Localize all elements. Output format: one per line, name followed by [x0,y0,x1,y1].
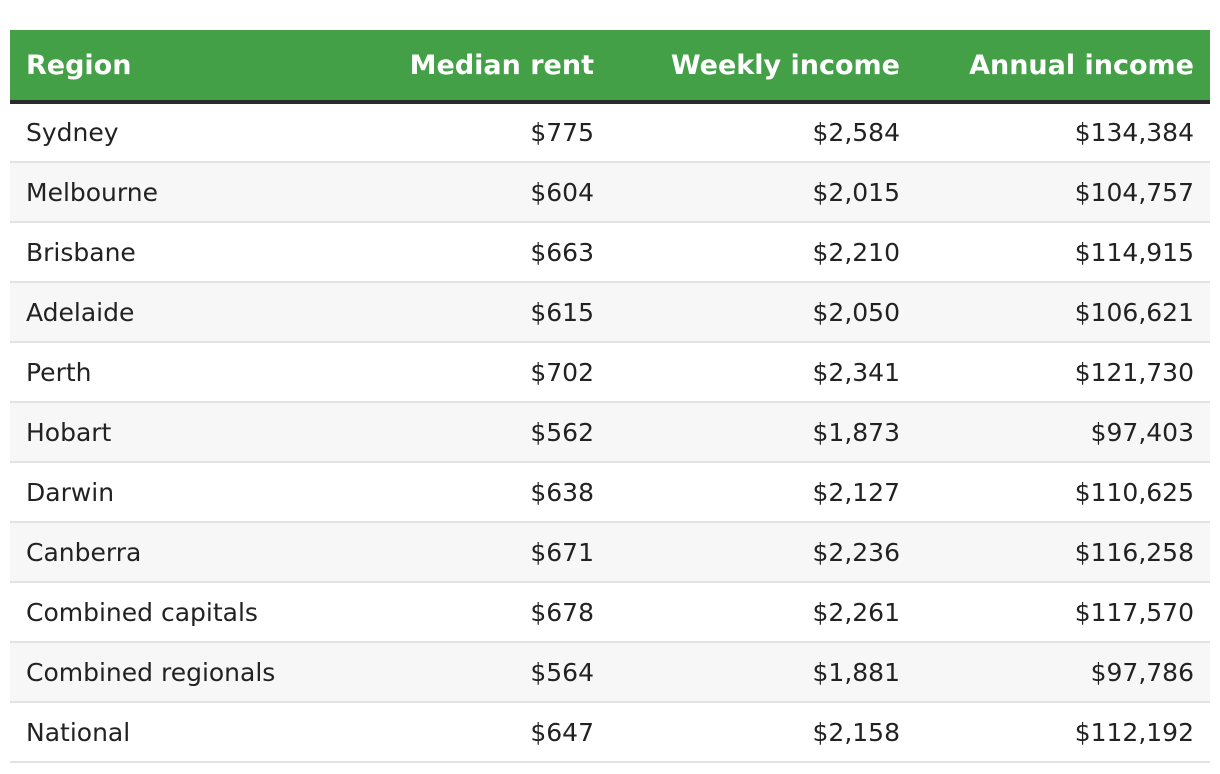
cell-weekly-income: $2,127 [610,462,916,523]
cell-annual-income: $97,786 [916,642,1210,703]
cell-annual-income: $106,621 [916,282,1210,343]
cell-median-rent: $678 [340,582,610,643]
cell-annual-income: $116,258 [916,522,1210,583]
header-annual-income: Annual income [916,30,1210,104]
cell-median-rent: $647 [340,702,610,763]
cell-annual-income: $134,384 [916,102,1210,163]
cell-weekly-income: $2,158 [610,702,916,763]
cell-weekly-income: $2,050 [610,282,916,343]
cell-weekly-income: $1,873 [610,402,916,463]
cell-median-rent: $775 [340,102,610,163]
cell-weekly-income: $2,236 [610,522,916,583]
cell-region: Darwin [10,462,340,523]
cell-weekly-income: $2,584 [610,102,916,163]
cell-annual-income: $121,730 [916,342,1210,403]
table-row: Darwin $638 $2,127 $110,625 [10,462,1210,523]
cell-median-rent: $702 [340,342,610,403]
cell-region: Adelaide [10,282,340,343]
table-row: Canberra $671 $2,236 $116,258 [10,522,1210,583]
cell-region: Hobart [10,402,340,463]
header-weekly-income: Weekly income [610,30,916,104]
cell-region: Melbourne [10,162,340,223]
cell-weekly-income: $2,341 [610,342,916,403]
cell-annual-income: $112,192 [916,702,1210,763]
table-row: Combined regionals $564 $1,881 $97,786 [10,642,1210,703]
cell-region: Combined capitals [10,582,340,643]
table-row: Adelaide $615 $2,050 $106,621 [10,282,1210,343]
cell-median-rent: $663 [340,222,610,283]
cell-annual-income: $117,570 [916,582,1210,643]
cell-region: Perth [10,342,340,403]
cell-median-rent: $638 [340,462,610,523]
cell-annual-income: $104,757 [916,162,1210,223]
rent-income-table-container: Region Median rent Weekly income Annual … [10,30,1210,763]
rent-income-table: Region Median rent Weekly income Annual … [10,30,1210,763]
table-row: Perth $702 $2,341 $121,730 [10,342,1210,403]
header-median-rent: Median rent [340,30,610,104]
cell-annual-income: $114,915 [916,222,1210,283]
header-region: Region [10,30,340,104]
header-row: Region Median rent Weekly income Annual … [10,30,1210,104]
cell-annual-income: $110,625 [916,462,1210,523]
cell-weekly-income: $1,881 [610,642,916,703]
cell-median-rent: $615 [340,282,610,343]
cell-weekly-income: $2,261 [610,582,916,643]
cell-median-rent: $564 [340,642,610,703]
table-body: Sydney $775 $2,584 $134,384 Melbourne $604 $2,… [10,102,1210,763]
cell-region: Brisbane [10,222,340,283]
cell-weekly-income: $2,015 [610,162,916,223]
table-row: National $647 $2,158 $112,192 [10,702,1210,763]
cell-region: Combined regionals [10,642,340,703]
table-row: Hobart $562 $1,873 $97,403 [10,402,1210,463]
table-row: Combined capitals $678 $2,261 $117,570 [10,582,1210,643]
cell-region: National [10,702,340,763]
table-header: Region Median rent Weekly income Annual … [10,30,1210,104]
cell-median-rent: $604 [340,162,610,223]
cell-median-rent: $671 [340,522,610,583]
cell-weekly-income: $2,210 [610,222,916,283]
table-row: Melbourne $604 $2,015 $104,757 [10,162,1210,223]
cell-median-rent: $562 [340,402,610,463]
cell-region: Canberra [10,522,340,583]
table-row: Brisbane $663 $2,210 $114,915 [10,222,1210,283]
table-row: Sydney $775 $2,584 $134,384 [10,102,1210,163]
cell-region: Sydney [10,102,340,163]
cell-annual-income: $97,403 [916,402,1210,463]
